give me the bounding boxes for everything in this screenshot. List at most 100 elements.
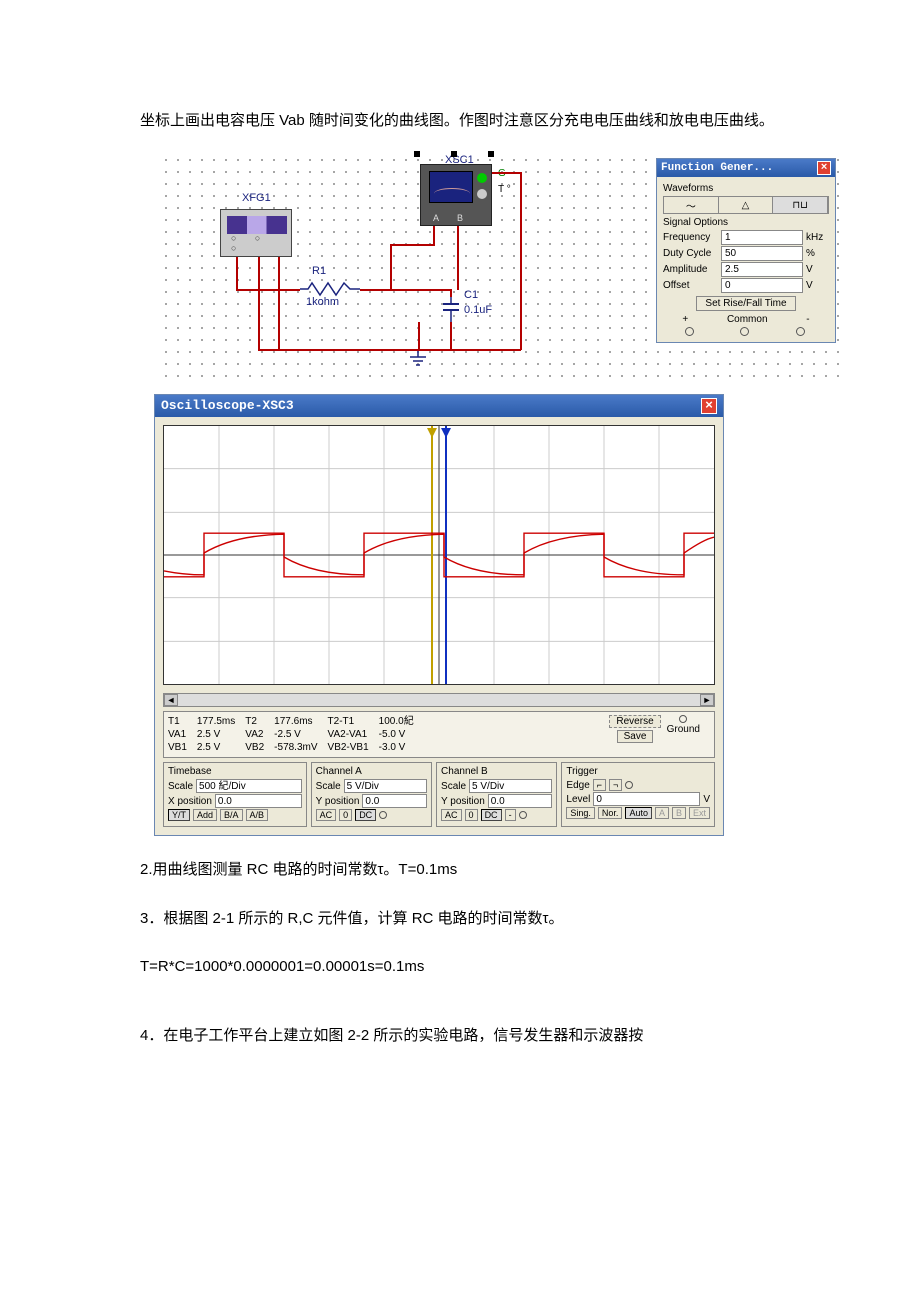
va2-label: VA2 <box>245 729 263 740</box>
osc-trigger-group: Trigger Edge ⌐ ¬ Level 0 V Sing. Nor. Au… <box>561 762 715 827</box>
fgen-title-text: Function Gener... <box>661 162 773 174</box>
triangle-wave-icon[interactable]: △ <box>719 197 774 213</box>
osc-save-button[interactable]: Save <box>617 730 654 743</box>
fgen-common-terminal[interactable] <box>740 327 749 336</box>
wire <box>450 289 452 297</box>
fgen-freq-unit[interactable]: kHz <box>803 232 829 243</box>
wire <box>390 244 434 246</box>
chb-terminal[interactable] <box>519 811 527 819</box>
va1-label: VA1 <box>168 729 186 740</box>
trigger-level-input[interactable]: 0 <box>593 792 700 806</box>
trigger-title: Trigger <box>566 766 710 777</box>
fgen-waveform-selector[interactable]: 〜 △ ⊓⊔ <box>663 196 829 214</box>
chb-mode-neg[interactable]: - <box>505 809 516 821</box>
wire <box>258 257 260 349</box>
r1-value: 1kohm <box>306 296 339 308</box>
c1-name: C1 <box>464 289 478 301</box>
sine-wave-icon[interactable]: 〜 <box>664 197 719 213</box>
cha-mode-ac[interactable]: AC <box>316 809 337 821</box>
trigger-mode-auto[interactable]: Auto <box>625 807 652 819</box>
osc-ground-label: Ground <box>667 723 700 736</box>
cha-mode-dc[interactable]: DC <box>355 809 376 821</box>
osc-ground-terminal[interactable] <box>679 715 687 723</box>
fgen-freq-label: Frequency <box>663 232 721 243</box>
wire <box>236 257 238 289</box>
timebase-mode-ba[interactable]: B/A <box>220 809 243 821</box>
wire <box>278 257 280 349</box>
chb-mode-dc[interactable]: DC <box>481 809 502 821</box>
vb1-label: VB1 <box>168 742 187 753</box>
wire <box>457 226 459 290</box>
chb-mode-0[interactable]: 0 <box>465 809 478 821</box>
osc-graticule[interactable] <box>163 425 715 685</box>
fgen-plus-terminal[interactable] <box>685 327 694 336</box>
square-wave-icon[interactable]: ⊓⊔ <box>773 197 828 213</box>
cha-scale-input[interactable]: 5 V/Div <box>344 779 427 793</box>
osc-h-scrollbar[interactable]: ◄ ► <box>163 693 715 707</box>
xsc1-g-terminal[interactable] <box>477 173 487 183</box>
trigger-edge-fall-icon[interactable]: ¬ <box>609 779 622 791</box>
xfg1-instrument[interactable]: ○ ○ ○ <box>220 209 292 257</box>
r1-symbol <box>300 281 360 297</box>
cha-ypos-input[interactable]: 0.0 <box>362 794 427 808</box>
xsc1-b-label: B <box>457 213 463 223</box>
fgen-close-button[interactable]: × <box>817 161 831 175</box>
fgen-minus-terminal[interactable] <box>796 327 805 336</box>
xfg1-label: XFG1 <box>242 192 271 204</box>
chb-ypos-input[interactable]: 0.0 <box>488 794 553 808</box>
oscilloscope-window: Oscilloscope-XSC3 × <box>154 394 724 836</box>
fgen-signal-options-label: Signal Options <box>663 217 829 228</box>
cha-scale-label: Scale <box>316 781 341 792</box>
dvb-label: VB2-VB1 <box>328 742 369 753</box>
intro-paragraph: 坐标上画出电容电压 Vab 随时间变化的曲线图。作图时注意区分充电电压曲线和放电… <box>140 100 780 142</box>
fgen-amp-input[interactable]: 2.5 <box>721 262 803 277</box>
dvb-value: -3.0 V <box>379 741 414 754</box>
circuit-workspace: XFG1 ○ ○ ○ XSC1 A B G T ° R1 1kohm C1 0.… <box>160 154 840 384</box>
trigger-edge-rise-icon[interactable]: ⌐ <box>593 779 606 791</box>
wire <box>520 172 522 350</box>
scroll-left-icon[interactable]: ◄ <box>164 694 178 706</box>
t2-value: 177.6ms <box>274 715 317 728</box>
xsc1-instrument[interactable]: A B <box>420 164 492 226</box>
fgen-offset-label: Offset <box>663 280 721 291</box>
chb-scale-input[interactable]: 5 V/Div <box>469 779 552 793</box>
wire <box>492 172 520 174</box>
osc-reverse-button[interactable]: Reverse <box>609 715 660 728</box>
trigger-mode-sing[interactable]: Sing. <box>566 807 595 819</box>
timebase-mode-yt[interactable]: Y/T <box>168 809 190 821</box>
fgen-freq-input[interactable]: 1 <box>721 230 803 245</box>
fgen-titlebar[interactable]: Function Gener... × <box>657 159 835 177</box>
cha-mode-0[interactable]: 0 <box>339 809 352 821</box>
wire <box>448 349 521 351</box>
xfg1-pins: ○ ○ ○ <box>231 233 291 253</box>
cha-title: Channel A <box>316 766 427 777</box>
chb-scale-label: Scale <box>441 781 466 792</box>
dt-label: T2-T1 <box>328 716 355 727</box>
fgen-duty-input[interactable]: 50 <box>721 246 803 261</box>
fgen-rise-fall-button[interactable]: Set Rise/Fall Time <box>696 296 796 311</box>
trigger-src-a[interactable]: A <box>655 807 669 819</box>
timebase-mode-ab[interactable]: A/B <box>246 809 269 821</box>
osc-channel-a-group: Channel A Scale 5 V/Div Y position 0.0 A… <box>311 762 432 827</box>
chb-mode-ac[interactable]: AC <box>441 809 462 821</box>
t1-label: T1 <box>168 716 180 727</box>
timebase-scale-input[interactable]: 500 紀/Div <box>196 779 302 793</box>
trigger-mode-nor[interactable]: Nor. <box>598 807 623 819</box>
xsc1-t-text: T ° <box>498 184 511 195</box>
scroll-right-icon[interactable]: ► <box>700 694 714 706</box>
vb2-label: VB2 <box>245 742 264 753</box>
trigger-terminal[interactable] <box>625 781 633 789</box>
osc-close-button[interactable]: × <box>701 398 717 414</box>
xsc1-t-terminal[interactable] <box>477 189 487 199</box>
c1-symbol <box>443 294 459 324</box>
fgen-offset-unit[interactable]: V <box>803 280 829 291</box>
fgen-offset-input[interactable]: 0 <box>721 278 803 293</box>
trigger-src-ext[interactable]: Ext <box>689 807 710 819</box>
cha-terminal[interactable] <box>379 811 387 819</box>
osc-titlebar[interactable]: Oscilloscope-XSC3 × <box>155 395 723 417</box>
fgen-amp-unit[interactable]: V <box>803 264 829 275</box>
timebase-mode-add[interactable]: Add <box>193 809 217 821</box>
timebase-xpos-input[interactable]: 0.0 <box>215 794 302 808</box>
text-item-3: 3．根据图 2-1 所示的 R,C 元件值，计算 RC 电路的时间常数τ。 <box>140 905 780 934</box>
trigger-src-b[interactable]: B <box>672 807 686 819</box>
